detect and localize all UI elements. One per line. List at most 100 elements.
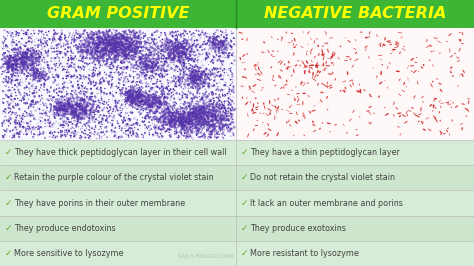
- Point: [99, 63, 106, 68]
- Point: [155, 100, 163, 104]
- Point: [109, 45, 117, 49]
- Point: [136, 89, 144, 94]
- Point: [177, 57, 184, 61]
- Point: [228, 39, 235, 43]
- Ellipse shape: [347, 40, 351, 43]
- Point: [205, 119, 213, 124]
- Point: [194, 58, 202, 62]
- Point: [82, 50, 89, 54]
- Point: [209, 57, 216, 62]
- Point: [72, 29, 80, 33]
- Point: [23, 64, 31, 68]
- Point: [84, 33, 92, 37]
- Point: [80, 131, 87, 135]
- Point: [27, 77, 34, 81]
- Point: [65, 97, 73, 102]
- Point: [192, 117, 200, 121]
- Ellipse shape: [263, 41, 265, 43]
- Point: [147, 45, 155, 49]
- Point: [73, 115, 81, 119]
- Point: [19, 71, 27, 75]
- Point: [183, 104, 191, 108]
- Point: [188, 73, 195, 77]
- Point: [168, 44, 176, 48]
- Point: [102, 41, 110, 45]
- Point: [32, 61, 40, 65]
- Point: [27, 56, 35, 60]
- Point: [11, 67, 18, 71]
- Point: [188, 38, 195, 42]
- Point: [177, 101, 184, 105]
- Point: [134, 50, 142, 55]
- Point: [210, 128, 217, 132]
- Point: [94, 114, 102, 118]
- Point: [187, 107, 194, 111]
- Ellipse shape: [380, 71, 382, 75]
- Point: [162, 33, 169, 37]
- Point: [14, 102, 21, 106]
- Point: [119, 30, 127, 34]
- Point: [169, 57, 176, 61]
- Point: [137, 93, 145, 97]
- Point: [182, 120, 189, 124]
- Point: [123, 45, 131, 49]
- Point: [9, 47, 17, 51]
- Point: [158, 81, 165, 86]
- Point: [150, 47, 157, 51]
- Point: [4, 68, 11, 72]
- Point: [38, 73, 46, 77]
- Point: [204, 73, 212, 77]
- Point: [155, 68, 162, 73]
- Point: [119, 32, 127, 36]
- Point: [30, 55, 38, 59]
- Ellipse shape: [277, 98, 279, 100]
- Point: [135, 92, 142, 96]
- Point: [189, 122, 197, 126]
- Point: [142, 91, 150, 95]
- Point: [191, 109, 198, 114]
- Ellipse shape: [321, 83, 325, 85]
- Point: [101, 132, 109, 136]
- Point: [188, 57, 195, 61]
- Point: [202, 130, 210, 134]
- Point: [191, 110, 198, 115]
- Point: [170, 111, 177, 115]
- Point: [196, 45, 204, 49]
- Point: [70, 134, 78, 139]
- Point: [34, 69, 42, 73]
- Point: [206, 99, 213, 103]
- Point: [206, 107, 213, 111]
- Point: [124, 46, 132, 51]
- Point: [40, 41, 47, 46]
- Point: [76, 98, 84, 102]
- Point: [183, 48, 191, 52]
- Point: [126, 96, 133, 100]
- Point: [168, 115, 175, 119]
- Point: [189, 127, 197, 131]
- Point: [115, 44, 122, 48]
- Point: [80, 102, 88, 106]
- Point: [199, 95, 207, 100]
- Ellipse shape: [303, 70, 306, 72]
- Point: [179, 115, 186, 119]
- Point: [196, 81, 203, 85]
- Point: [131, 106, 139, 110]
- Point: [7, 97, 15, 102]
- Point: [216, 74, 224, 78]
- Point: [220, 124, 228, 129]
- Point: [16, 107, 23, 111]
- Point: [195, 87, 203, 91]
- Point: [157, 59, 165, 63]
- Point: [78, 66, 85, 71]
- Point: [219, 51, 227, 55]
- Point: [75, 58, 82, 62]
- Point: [221, 42, 228, 46]
- Point: [131, 55, 139, 59]
- Point: [34, 133, 42, 137]
- Ellipse shape: [251, 107, 253, 112]
- Point: [185, 113, 193, 117]
- Point: [128, 62, 135, 66]
- Point: [184, 115, 192, 119]
- Point: [107, 47, 115, 51]
- Point: [132, 96, 140, 101]
